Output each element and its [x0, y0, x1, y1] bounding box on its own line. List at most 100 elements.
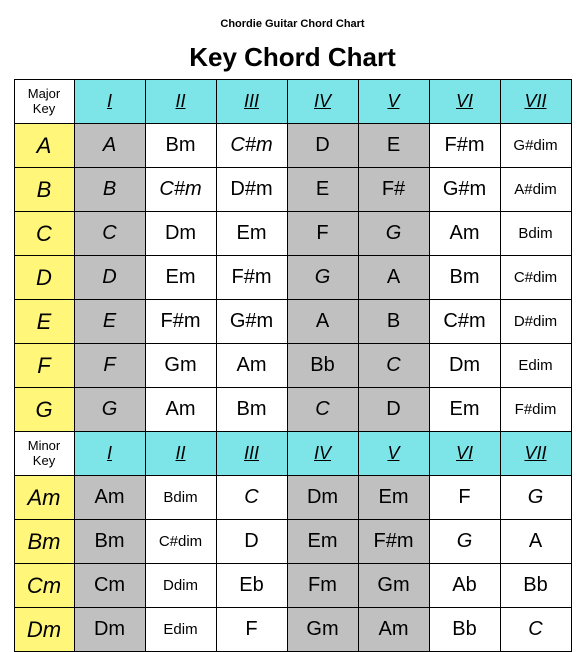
header-col-4: IV [287, 432, 358, 476]
major-key-D: D [14, 256, 74, 300]
chord-cell: Bm [216, 388, 287, 432]
chord-cell: C#m [429, 300, 500, 344]
chord-cell: F#m [358, 520, 429, 564]
chord-cell: Dm [74, 608, 145, 652]
chord-cell: A [500, 520, 571, 564]
header-col-5: V [358, 432, 429, 476]
chord-cell: Am [429, 212, 500, 256]
chord-cell: G#m [429, 168, 500, 212]
chord-cell: F#m [429, 124, 500, 168]
chord-cell: F#m [145, 300, 216, 344]
chord-cell: Em [358, 476, 429, 520]
chord-cell: F [429, 476, 500, 520]
chord-cell: Em [429, 388, 500, 432]
chord-cell: Bb [500, 564, 571, 608]
header-col-6: VI [429, 80, 500, 124]
chord-cell: Cm [74, 564, 145, 608]
chord-cell: B [74, 168, 145, 212]
chord-cell: D [74, 256, 145, 300]
header-col-1: I [74, 80, 145, 124]
chart-title: Key Chord Chart [0, 42, 585, 73]
chord-cell: C [287, 388, 358, 432]
chord-cell: Bb [429, 608, 500, 652]
chord-cell: Edim [500, 344, 571, 388]
chord-cell: F#dim [500, 388, 571, 432]
chord-cell: Bm [429, 256, 500, 300]
chord-cell: Bdim [500, 212, 571, 256]
major-key-A: A [14, 124, 74, 168]
chord-cell: C [358, 344, 429, 388]
chord-cell: A [287, 300, 358, 344]
chord-cell: G [429, 520, 500, 564]
major-key-F: F [14, 344, 74, 388]
chord-cell: C [74, 212, 145, 256]
header-col-2: II [145, 80, 216, 124]
chord-cell: Am [145, 388, 216, 432]
chord-cell: Ab [429, 564, 500, 608]
chord-cell: E [358, 124, 429, 168]
chord-cell: C [500, 608, 571, 652]
chord-cell: B [358, 300, 429, 344]
chord-cell: Em [216, 212, 287, 256]
chord-cell: C#m [216, 124, 287, 168]
major-key-B: B [14, 168, 74, 212]
chord-cell: Ddim [145, 564, 216, 608]
chord-cell: Am [74, 476, 145, 520]
chord-cell: G#dim [500, 124, 571, 168]
chord-cell: Em [287, 520, 358, 564]
chord-cell: G [287, 256, 358, 300]
chord-cell: G [74, 388, 145, 432]
chord-cell: G#m [216, 300, 287, 344]
chord-cell: E [287, 168, 358, 212]
chord-cell: Fm [287, 564, 358, 608]
chord-cell: D [287, 124, 358, 168]
chord-cell: A [358, 256, 429, 300]
header-col-3: III [216, 80, 287, 124]
chord-cell: D [358, 388, 429, 432]
chord-cell: A#dim [500, 168, 571, 212]
chord-chart-table: MajorKeyIIIIIIIVVVIVIIAABmC#mDEF#mG#dimB… [14, 79, 572, 652]
minor-key-Am: Am [14, 476, 74, 520]
page-title: Chordie Guitar Chord Chart [0, 18, 585, 30]
header-col-7: VII [500, 80, 571, 124]
minor-key-Dm: Dm [14, 608, 74, 652]
chord-cell: E [74, 300, 145, 344]
header-col-1: I [74, 432, 145, 476]
header-col-4: IV [287, 80, 358, 124]
chord-cell: G [358, 212, 429, 256]
chord-cell: Dm [287, 476, 358, 520]
chord-cell: F [287, 212, 358, 256]
chord-cell: C#dim [145, 520, 216, 564]
chord-cell: Em [145, 256, 216, 300]
minor-key-Bm: Bm [14, 520, 74, 564]
chord-cell: Bb [287, 344, 358, 388]
chord-cell: C#m [145, 168, 216, 212]
header-col-3: III [216, 432, 287, 476]
chord-cell: Gm [358, 564, 429, 608]
chord-cell: F# [358, 168, 429, 212]
chord-cell: Bm [145, 124, 216, 168]
header-col-2: II [145, 432, 216, 476]
header-minor-key: MinorKey [14, 432, 74, 476]
header-col-7: VII [500, 432, 571, 476]
chord-cell: Dm [429, 344, 500, 388]
minor-key-Cm: Cm [14, 564, 74, 608]
chord-cell: F [216, 608, 287, 652]
chord-cell: Am [358, 608, 429, 652]
chord-cell: D [216, 520, 287, 564]
chord-cell: Bdim [145, 476, 216, 520]
chord-cell: D#dim [500, 300, 571, 344]
chord-cell: A [74, 124, 145, 168]
chord-cell: G [500, 476, 571, 520]
major-key-C: C [14, 212, 74, 256]
chord-cell: C#dim [500, 256, 571, 300]
chord-cell: Dm [145, 212, 216, 256]
chord-cell: F#m [216, 256, 287, 300]
chord-cell: F [74, 344, 145, 388]
header-col-5: V [358, 80, 429, 124]
chord-cell: C [216, 476, 287, 520]
chord-cell: Gm [145, 344, 216, 388]
major-key-E: E [14, 300, 74, 344]
header-col-6: VI [429, 432, 500, 476]
header-major-key: MajorKey [14, 80, 74, 124]
